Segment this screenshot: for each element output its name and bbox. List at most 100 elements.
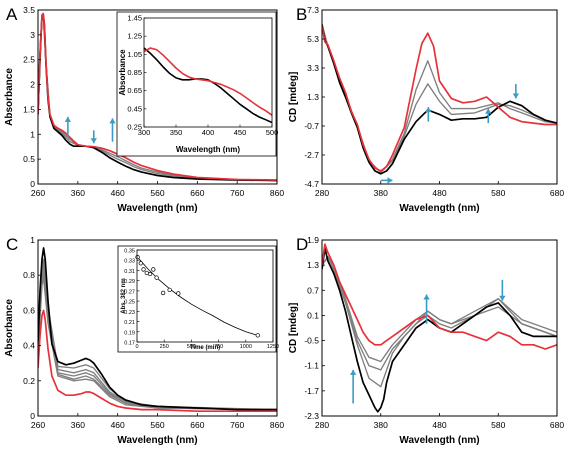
panel-d-x-tick-label: 680 xyxy=(550,420,564,430)
panel-c-inset-y-tick-label: 0.25 xyxy=(124,300,135,306)
panel-a-x-tick-label: 860 xyxy=(270,188,284,198)
panel-b-arrow-3-head xyxy=(387,177,393,184)
panel-a-inset-y-tick-label: 0.65 xyxy=(127,86,142,95)
panel-c-inset-plot-frame xyxy=(136,249,274,343)
panel-d-arrow-2-head xyxy=(499,295,506,301)
panel-b-x-axis-title: Wavelength (nm) xyxy=(399,203,479,214)
panel-a-inset-x-tick-label: 300 xyxy=(138,128,151,137)
panel-c-inset-x-tick-label: 0 xyxy=(135,344,138,350)
panel-b-y-tick-label: -0.7 xyxy=(304,121,319,131)
panel-b-y-tick-label: 1.3 xyxy=(307,92,319,102)
panel-c-y-axis-title: Absorbance xyxy=(4,299,15,357)
panel-b-x-tick-label: 580 xyxy=(491,188,505,198)
panel-a-x-tick-label: 560 xyxy=(150,188,164,198)
panel-c-y-tick-label: 0.4 xyxy=(23,341,35,351)
panel-c-inset-y-tick-label: 0.19 xyxy=(124,330,135,336)
panel-a-y-tick-label: 3.5 xyxy=(23,5,35,15)
panel-c-inset-y-axis-title: Abs. 382 nm xyxy=(121,278,127,313)
panel-a-arrow-0-head xyxy=(64,116,72,122)
panel-a-inset-y-tick-label: 1.45 xyxy=(127,14,142,23)
panel-c-inset-y-tick-label: 0.35 xyxy=(124,249,135,255)
panel-b-arrow-1-head xyxy=(485,108,492,114)
panel-c-series-1-red-line xyxy=(38,309,277,413)
panel-a-inset-x-tick-label: 500 xyxy=(266,128,279,137)
panel-c-inset-data-point xyxy=(255,333,260,338)
panel-a-inset-y-tick-label: 0.45 xyxy=(127,104,142,113)
panel-a-inset-y-tick-label: 1.25 xyxy=(127,32,142,41)
panel-a-inset-series-1-red-line xyxy=(143,47,273,116)
panel-b-series-3-gray-line xyxy=(322,24,557,174)
panel-c-inset-x-tick-label: 250 xyxy=(160,344,169,350)
panel-d-series-4-gray-line xyxy=(322,256,557,363)
panel-a-inset: 300 350 400 450 500 0.25 0.45 0.65 0.85 1.05 1.25 1… xyxy=(116,11,279,157)
panel-c-series-0-black-line xyxy=(38,247,277,411)
panel-b-series-1-red-line xyxy=(322,25,557,172)
panel-c-x-tick-label: 860 xyxy=(270,420,284,430)
panel-c-inset-data-point xyxy=(135,255,140,260)
panel-a-x-tick-label: 360 xyxy=(71,188,85,198)
panel-b-x-tick-label: 680 xyxy=(550,188,564,198)
panel-a: A 260 360 460 560 660 760 860 0 0.5 1 1.5 2 2.5 3 3.5 Wa… xyxy=(4,5,284,214)
panel-c-inset-y-tick-label: 0.27 xyxy=(124,289,135,295)
panel-c-inset-data-point xyxy=(151,267,156,272)
panel-c-inset-data-point xyxy=(167,287,172,293)
panel-d-y-tick-label: 1.3 xyxy=(307,260,319,270)
panel-c-inset-data-point xyxy=(154,275,159,280)
panel-b-x-tick-label: 480 xyxy=(432,188,446,198)
panel-a-y-tick-label: 0.5 xyxy=(23,154,35,164)
panel-d-y-tick-label: -0.5 xyxy=(304,336,319,346)
panel-c-y-tick-label: 0.8 xyxy=(23,270,35,280)
panel-d-series-group xyxy=(322,243,557,413)
panel-c-inset-x-axis-title: Time (min) xyxy=(190,345,220,351)
panel-c-inset-data-point xyxy=(147,271,153,277)
panel-a-y-tick-label: 0 xyxy=(30,179,35,189)
panel-a-inset-y-tick-label: 1.05 xyxy=(127,50,142,59)
panel-d-y-axis-title: CD [mdeg] xyxy=(288,303,299,354)
panel-d-series-3-gray-line xyxy=(322,256,557,371)
panel-c: C 260 360 460 560 660 760 860 0 0.2 0.4 0.6 0.8 1 Wave… xyxy=(4,235,284,446)
panel-a-inset-x-tick-label: 350 xyxy=(170,128,183,137)
panel-a-y-tick-label: 1 xyxy=(30,129,35,139)
panel-d-series-0-black-line xyxy=(322,247,557,413)
panel-d-y-tick-label: 0.7 xyxy=(307,285,319,295)
panel-c-x-tick-label: 260 xyxy=(31,420,45,430)
panel-d-x-tick-label: 580 xyxy=(491,420,505,430)
panel-c-x-tick-label: 460 xyxy=(111,420,125,430)
panel-b-arrow-0-head xyxy=(425,107,432,113)
panel-d: D 280 380 480 580 680 -2.3 -1.7 -1.1 -0.5 0.1 0.7 1.… xyxy=(288,235,564,446)
panel-d-y-tick-label: -2.3 xyxy=(304,411,319,421)
panel-d-y-tick-label: -1.7 xyxy=(304,386,319,396)
panel-c-y-tick-label: 0.6 xyxy=(23,305,35,315)
panel-a-letter: A xyxy=(6,5,18,24)
panel-d-x-axis-title: Wavelength (nm) xyxy=(399,435,479,446)
panel-c-series-group xyxy=(38,247,277,413)
panel-a-inset-x-tick-label: 400 xyxy=(202,128,215,137)
panel-d-letter: D xyxy=(296,235,308,254)
panel-c-inset-y-tick-label: 0.17 xyxy=(124,341,135,347)
panel-c-x-tick-label: 360 xyxy=(71,420,85,430)
panel-a-y-tick-label: 3 xyxy=(30,30,35,40)
panel-b-x-tick-label: 380 xyxy=(374,188,388,198)
panel-a-inset-y-tick-label: 0.85 xyxy=(127,68,142,77)
panel-a-inset-series-0-black-line xyxy=(143,47,273,124)
panel-d-y-tick-label: 1.9 xyxy=(307,235,319,245)
panel-b-y-tick-label: 7.3 xyxy=(307,5,319,15)
panel-c-series-5-gray-line xyxy=(38,272,277,411)
panel-b-series-0-black-line xyxy=(322,24,557,175)
panel-a-series-group xyxy=(38,12,277,182)
panel-c-x-tick-label: 660 xyxy=(190,420,204,430)
panel-c-inset-x-tick-label: 1000 xyxy=(240,344,252,350)
panel-d-y-tick-label: -1.1 xyxy=(304,361,319,371)
panel-c-series-6-gray-line xyxy=(38,277,277,411)
panel-a-arrow-1-head xyxy=(90,138,97,144)
panel-c-inset-x-tick-label: 500 xyxy=(187,344,196,350)
panel-c-inset-data-point xyxy=(138,261,143,266)
panel-c-y-tick-label: 1 xyxy=(30,235,35,245)
panel-b-series-2-gray-line xyxy=(322,24,557,174)
panel-c-inset-y-tick-label: 0.29 xyxy=(124,279,135,285)
panel-a-x-tick-label: 760 xyxy=(230,188,244,198)
panel-a-y-tick-label: 1.5 xyxy=(23,104,35,114)
panel-c-letter: C xyxy=(6,235,18,254)
panel-d-series-1-red-line xyxy=(322,243,557,350)
panel-c-inset-data-point xyxy=(176,291,181,296)
